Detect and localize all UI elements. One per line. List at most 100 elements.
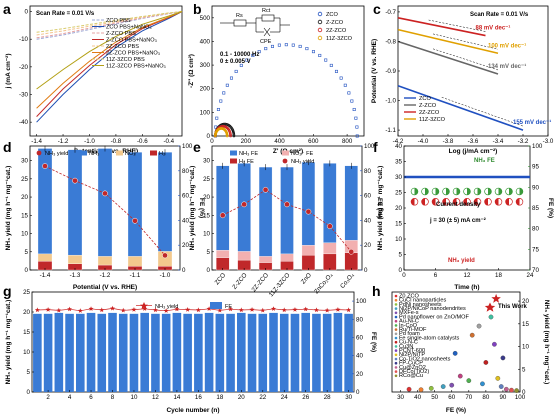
panel-g-x-tick-label: 16 <box>195 394 202 401</box>
panel-d-x-tick-label: -1.1 <box>130 272 141 279</box>
panel-f-fe-point-fill <box>425 188 429 195</box>
panel-h-legend-label: Ni2P/NiTP <box>399 352 425 358</box>
panel-h-literature-point <box>498 384 504 389</box>
panel-b-point <box>329 63 333 67</box>
panel-b-y-tick-label: 100 <box>200 109 211 116</box>
panel-g-y2ticks: 0 20 40 60 80 100 <box>352 298 367 396</box>
panel-a-legend-label: ZCO PBS+NaNO₃ <box>106 25 152 31</box>
panel-h-legend-label: Cu-N-C <box>399 340 418 346</box>
panel-a-xticks: -1.4 -1.2 -1.0 -0.8 -0.6 -0.4 <box>31 134 175 145</box>
panel-b-point <box>232 133 236 137</box>
panel-h-legend-swatch <box>394 345 398 348</box>
panel-e-bar-H₂ FE <box>301 254 316 271</box>
panel-e-y-tick-label: 5 <box>207 249 211 256</box>
panel-f-fe-point-fill <box>519 188 523 195</box>
panel-b-y-tick-label: 0 <box>207 133 211 140</box>
panel-g-y-tick-label: 25 <box>23 289 30 296</box>
panel-g-x-tick-label: 18 <box>216 394 223 401</box>
panel-c-slope-label: 88 mV dec⁻¹ <box>476 25 511 32</box>
panel-f-y-tick-label: 40 <box>395 143 402 150</box>
panel-b-point <box>225 134 229 138</box>
panel-b: Rs Rct CPE 0.1 - 10000 Hz 0 ± 0.005 V ZC… <box>188 5 365 155</box>
panel-e-yield-point <box>348 248 355 255</box>
panel-a-scan-rate: Scan Rate = 0.01 V/s <box>36 11 95 17</box>
panel-g-yield-star <box>313 307 319 313</box>
panel-g-fe-bar <box>172 312 182 392</box>
panel-h-literature-point <box>509 387 514 393</box>
panel-b-legend-swatch <box>317 19 323 25</box>
panel-h-literature-point <box>480 381 485 387</box>
panel-b-point <box>229 134 232 138</box>
panel-b-circuit: Rs Rct CPE <box>220 8 290 45</box>
panel-h-x-tick-label: 90 <box>499 394 506 401</box>
panel-f-yticks: 0 5 10 15 20 25 30 35 40 <box>395 143 406 274</box>
panel-d-x-tick-label: -1.4 <box>40 272 51 279</box>
panel-g-bars <box>33 305 353 392</box>
panel-f-x-tick-label: 6 <box>434 272 438 279</box>
panel-f-ylabel: NH₃ yield (mg h⁻¹ mg⁻¹cat.) <box>377 166 384 251</box>
panel-a-x-tick-label: -0.8 <box>111 138 122 145</box>
panel-g-yield-star <box>56 307 62 313</box>
panel-e-y-tick-label: 25 <box>203 176 210 183</box>
panel-f-marks <box>404 175 530 206</box>
panel-b-x-tick-label: 0 <box>210 138 214 145</box>
panel-c-legend-label: ZCO <box>419 96 431 102</box>
panel-h-literature-point <box>514 388 519 393</box>
panel-d-x-tick-label: -1.2 <box>100 272 111 279</box>
panel-g-x-tick-label: 30 <box>345 394 352 401</box>
panel-g-x-tick-label: 22 <box>259 394 266 401</box>
panel-h-legend-label: PCNT-600 <box>399 348 425 354</box>
panel-g-legend-label: NH₃ yield <box>155 304 178 310</box>
panel-g-yield-star <box>195 307 201 313</box>
panel-f-yield-point-fill <box>484 198 488 206</box>
panel-e-bar-NO₂⁻ FE <box>258 256 273 263</box>
panel-g-fe-bar <box>97 313 107 392</box>
panel-b-legend-label: ZCO <box>326 12 338 18</box>
panel-g-ylabel: NH₃ yield (mg h⁻¹ mg⁻¹cat.) <box>5 300 12 385</box>
panel-g-fe-bar <box>129 313 139 392</box>
panel-b-xticks: 0 200 400 600 800 <box>210 134 353 145</box>
panel-d-legend-swatch <box>36 150 42 156</box>
panel-g-legend-swatch <box>210 302 222 309</box>
panel-g-y2-tick-label: 40 <box>356 353 363 360</box>
panel-h-legend-swatch <box>394 374 398 378</box>
panel-g-yield-star <box>99 307 105 313</box>
panel-d-legend-label: NO₂⁻ <box>125 151 139 157</box>
panel-e-yield-point <box>305 208 312 215</box>
panel-e-y-tick-label: 30 <box>203 158 210 165</box>
panel-d-x-tick-label: -1.3 <box>70 272 81 279</box>
panel-a-curve <box>36 11 183 123</box>
panel-g-fe-bar <box>279 313 289 392</box>
panel-b-point <box>245 58 249 62</box>
panel-g-y-tick-label: 10 <box>23 349 30 356</box>
panel-a-legend-label: 11Z-3ZCO PBS <box>106 57 145 63</box>
panel-h-x-tick-label: 70 <box>465 394 472 401</box>
panel-e-bar-NH₃ FE <box>258 166 273 257</box>
panel-h-legend-label: Pd foam <box>399 331 420 337</box>
panel-b-x-tick-label: 800 <box>342 138 353 145</box>
panel-f-yield-point-fill <box>516 198 520 206</box>
panel-g-fe-bar <box>76 313 85 392</box>
panel-g-y2-tick-label: 60 <box>356 334 363 341</box>
panel-g-y-tick-label: 15 <box>23 329 30 336</box>
panel-f-fe-point-fill <box>456 188 460 195</box>
panel-f-yield-label: NH₃ yield <box>448 258 475 264</box>
panel-f-x-tick-label: 12 <box>464 272 471 279</box>
panel-h-legend-swatch <box>394 328 398 331</box>
panel-g-x-tick-label: 24 <box>281 394 288 401</box>
panel-d-yield-point <box>42 163 48 169</box>
panel-g: NH₃ yield FE 2 4 6 8 10 12 14 16 18 20 22 24 26 28 30 0… <box>5 289 377 414</box>
panel-g-x-tick-label: 4 <box>68 394 72 401</box>
panel-d-yield-point <box>132 217 138 224</box>
panel-f-y2-tick-label: 75 <box>532 246 539 253</box>
panel-g-y2label: FE (%) <box>370 332 377 352</box>
panel-d-legend-swatch <box>80 150 87 156</box>
panel-d-legend-label: NH₃ <box>89 151 99 157</box>
panel-g-fe-bar <box>140 312 149 392</box>
panel-e-bar-H₂ FE <box>323 253 337 271</box>
panel-h-literature-point <box>440 384 446 389</box>
panel-h-legend-swatch <box>394 298 398 302</box>
